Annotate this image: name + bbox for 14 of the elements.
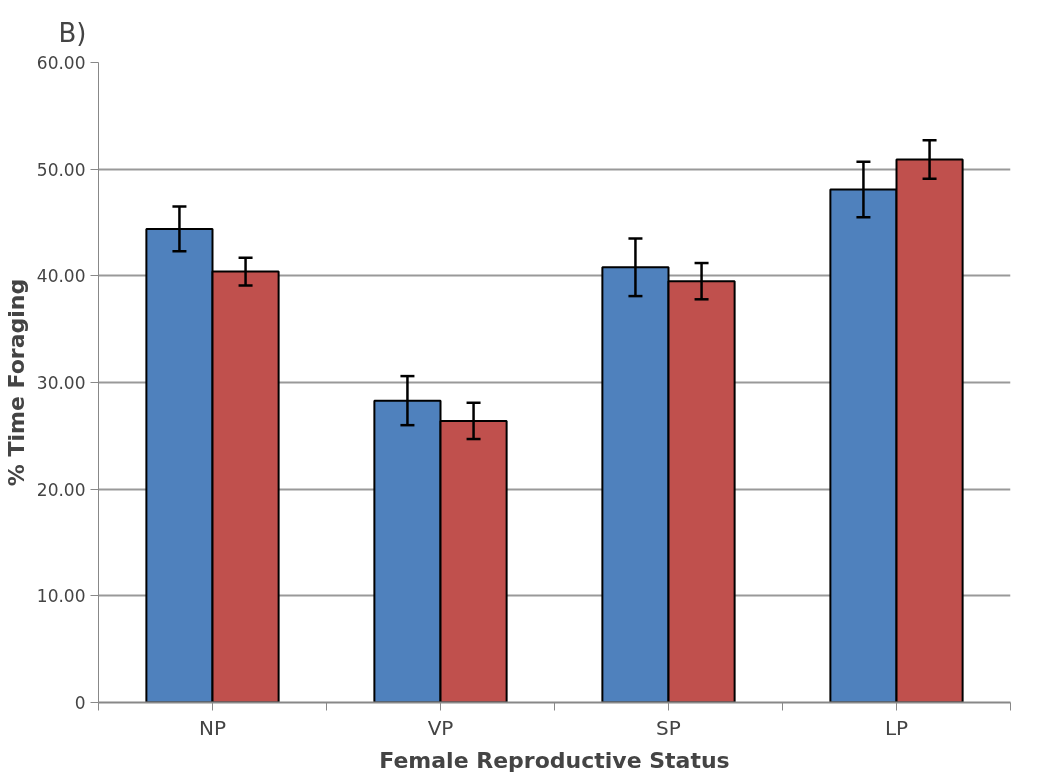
y-axis-title: % Time Foraging [3,278,29,487]
y-tick-label: 30.00 [36,373,86,393]
y-tick-label: 50.00 [36,159,86,180]
x-tick-label: NP [198,715,227,740]
chart-title: B) [58,17,87,48]
x-tick-label: VP [427,715,454,740]
y-tick-label: 10.00 [36,586,86,607]
x-axis-title: Female Reproductive Status [379,747,730,773]
y-tick-label: 20.00 [36,479,86,500]
y-tick-label: 40.00 [36,266,86,287]
y-tick-label: 0 [74,693,86,713]
x-tick-label: LP [884,715,909,740]
x-tick-label: SP [656,715,681,740]
y-tick-label: 60.00 [36,53,86,73]
